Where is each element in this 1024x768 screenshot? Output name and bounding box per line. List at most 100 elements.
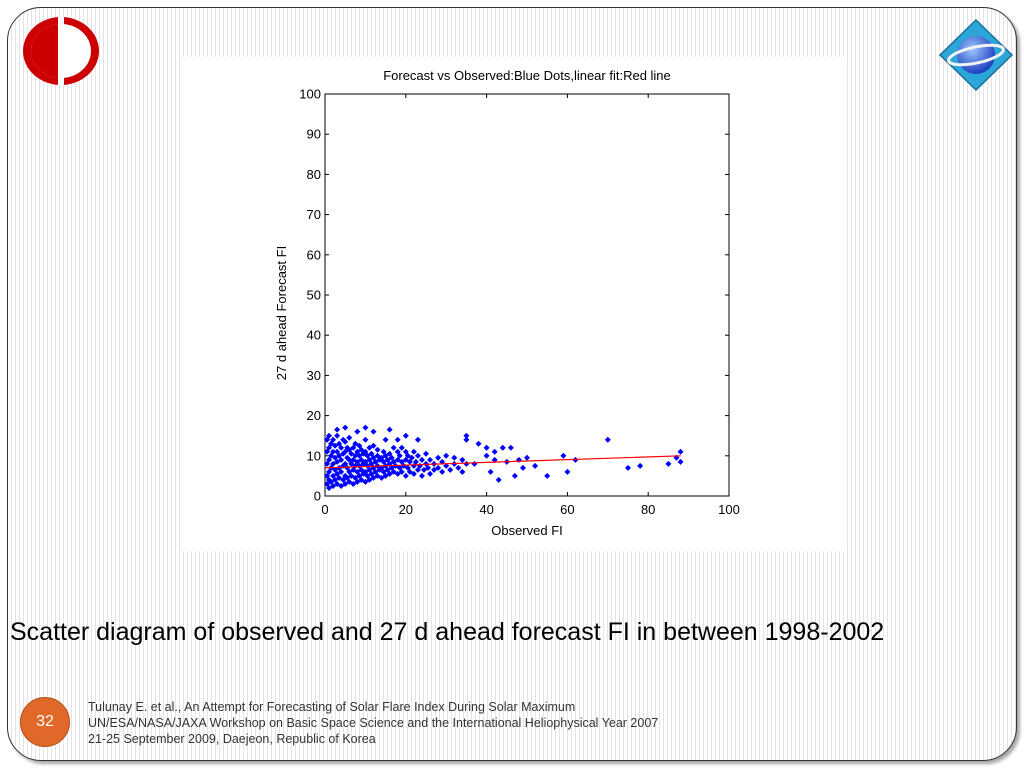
data-point	[423, 450, 429, 457]
data-point	[394, 436, 401, 443]
y-tick-label: 50	[307, 288, 321, 303]
data-point	[463, 436, 470, 443]
slide-caption: Scatter diagram of observed and 27 d ahe…	[10, 618, 885, 646]
data-point	[332, 466, 339, 473]
data-point	[348, 472, 355, 479]
chart-title: Forecast vs Observed:Blue Dots,linear fi…	[383, 68, 671, 83]
data-point	[324, 448, 331, 455]
data-point	[665, 460, 672, 467]
data-point	[384, 466, 391, 473]
data-point	[332, 442, 339, 449]
y-tick-label: 0	[314, 489, 321, 504]
data-point	[404, 452, 411, 459]
data-point	[378, 454, 385, 461]
y-tick-label: 60	[307, 247, 321, 262]
data-point	[346, 446, 353, 453]
data-point	[336, 452, 343, 459]
data-point	[334, 470, 341, 477]
data-point	[378, 474, 385, 481]
data-point	[451, 454, 458, 461]
data-point	[356, 442, 363, 449]
data-point	[332, 454, 339, 461]
data-point	[427, 456, 434, 463]
data-point	[402, 448, 409, 455]
y-tick-label: 100	[299, 87, 321, 102]
data-point	[414, 436, 421, 443]
data-point	[459, 456, 466, 463]
data-point	[380, 468, 387, 475]
data-point	[326, 484, 333, 491]
data-point	[396, 452, 403, 459]
data-point	[406, 468, 413, 475]
data-point	[677, 458, 684, 465]
data-point	[362, 424, 369, 431]
data-point	[519, 464, 526, 471]
data-point	[356, 472, 363, 479]
reference-line: Tulunay E. et al., An Attempt for Foreca…	[88, 700, 576, 714]
data-point	[338, 482, 345, 489]
data-point	[364, 472, 371, 479]
x-tick-label: 60	[560, 502, 574, 517]
x-tick-label: 40	[479, 502, 493, 517]
data-point	[364, 452, 371, 459]
data-point	[382, 472, 389, 479]
data-point	[491, 456, 498, 463]
data-point	[358, 466, 365, 473]
data-point	[368, 470, 375, 477]
data-point	[336, 440, 343, 447]
data-point	[352, 452, 359, 459]
data-point	[431, 466, 438, 473]
data-point	[414, 466, 421, 473]
data-point	[328, 440, 335, 447]
data-point	[386, 426, 393, 433]
data-point	[483, 444, 490, 451]
data-point	[390, 458, 397, 465]
x-tick-label: 80	[641, 502, 655, 517]
data-point	[362, 468, 369, 475]
data-point	[384, 456, 391, 463]
data-point	[362, 436, 369, 443]
data-point	[330, 448, 337, 455]
reference-block: Tulunay E. et al., An Attempt for Foreca…	[88, 699, 788, 747]
data-point	[564, 468, 571, 475]
data-point	[344, 474, 351, 481]
data-point	[398, 444, 405, 451]
data-point	[352, 474, 359, 481]
data-point	[372, 458, 379, 465]
data-point	[435, 464, 442, 471]
data-point	[443, 452, 450, 459]
data-point	[324, 480, 331, 487]
data-point	[342, 448, 349, 455]
data-point	[334, 480, 341, 487]
data-point	[346, 478, 353, 485]
data-point	[358, 446, 365, 453]
data-point	[330, 482, 337, 489]
data-point	[342, 438, 349, 445]
data-point	[495, 476, 502, 483]
data-point	[326, 444, 333, 451]
data-point	[390, 468, 397, 475]
data-point	[370, 428, 377, 435]
y-tick-label: 90	[307, 127, 321, 142]
data-point	[420, 466, 427, 473]
data-point	[499, 444, 506, 451]
data-point	[362, 458, 369, 465]
data-point	[637, 462, 644, 469]
data-point	[366, 466, 373, 473]
data-point	[382, 436, 389, 443]
scatter-figure: Forecast vs Observed:Blue Dots,linear fi…	[183, 57, 847, 551]
data-point	[396, 464, 403, 471]
data-point	[507, 444, 514, 451]
data-point	[394, 456, 401, 463]
data-point	[463, 460, 470, 467]
data-point	[334, 458, 341, 465]
data-point	[330, 472, 337, 479]
data-point	[511, 472, 518, 479]
data-point	[370, 454, 377, 461]
data-point	[398, 458, 405, 465]
data-point	[475, 440, 482, 447]
data-point	[356, 462, 363, 469]
data-point	[370, 442, 377, 449]
x-axis-label: Observed FI	[491, 523, 563, 538]
data-point	[342, 424, 349, 431]
